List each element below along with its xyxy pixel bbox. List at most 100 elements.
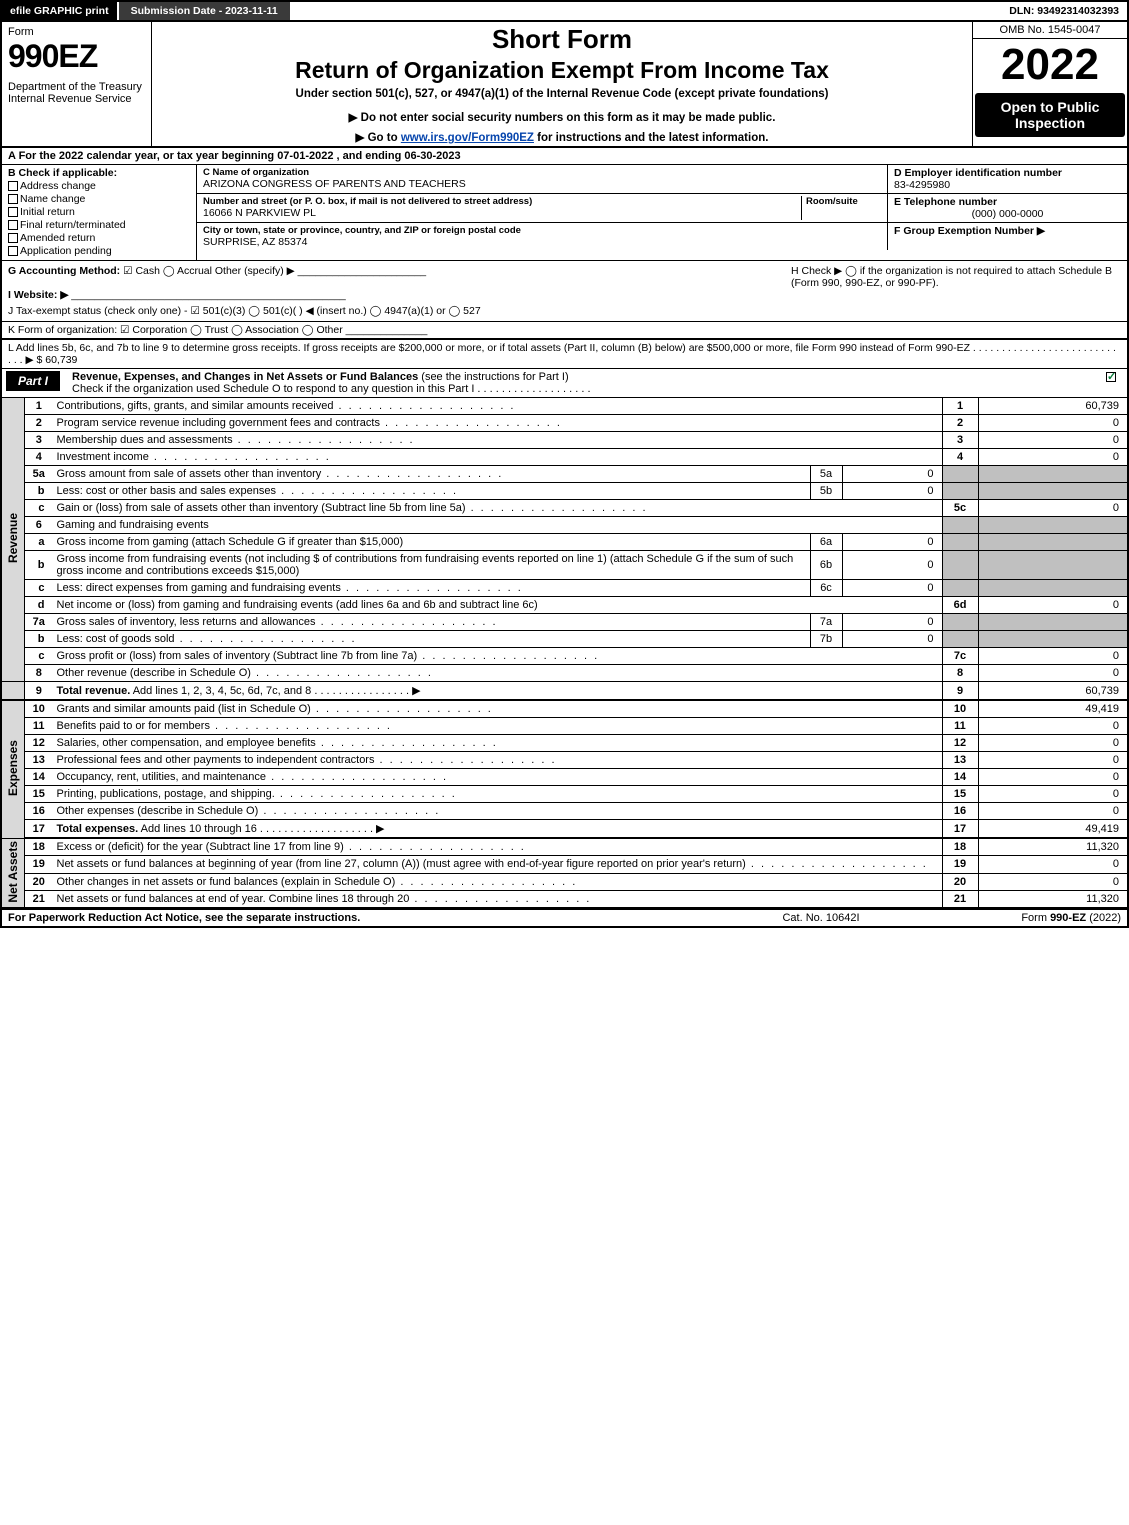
city-value: SURPRISE, AZ 85374 (203, 236, 881, 248)
subline-val: 0 (842, 551, 942, 580)
box-city: City or town, state or province, country… (197, 223, 887, 250)
box-address: Number and street (or P. O. box, if mail… (197, 194, 887, 222)
shade-cell (978, 483, 1128, 500)
line-desc: Gross income from fundraising events (no… (53, 551, 811, 580)
line-desc: Less: cost of goods sold (53, 631, 811, 648)
line-num: 10 (25, 700, 53, 718)
row-l: L Add lines 5b, 6c, and 7b to line 9 to … (0, 340, 1129, 369)
part1-header: Part I Revenue, Expenses, and Changes in… (0, 369, 1129, 398)
line-num: 14 (25, 769, 53, 786)
line-num: 17 (25, 820, 53, 839)
box-g: G Accounting Method: ☑ Cash ◯ Accrual Ot… (8, 265, 791, 317)
line-desc: Excess or (deficit) for the year (Subtra… (53, 838, 943, 856)
line-amt: 0 (978, 769, 1128, 786)
line-ref: 11 (942, 718, 978, 735)
chk-name-change[interactable]: Name change (8, 193, 190, 205)
part1-checkline: Check if the organization used Schedule … (72, 383, 591, 395)
line-desc: Contributions, gifts, grants, and simila… (53, 398, 943, 415)
form-header: Form 990EZ Department of the Treasury In… (0, 22, 1129, 148)
line-desc: Gain or (loss) from sale of assets other… (53, 500, 943, 517)
line-num: 2 (25, 415, 53, 432)
chk-final-return[interactable]: Final return/terminated (8, 219, 190, 231)
section-revenue-label: Revenue (1, 398, 25, 682)
line-ref: 1 (942, 398, 978, 415)
shade-cell (978, 534, 1128, 551)
addr-label: Number and street (or P. O. box, if mail… (203, 196, 801, 207)
line-amt: 0 (978, 449, 1128, 466)
line-num: 11 (25, 718, 53, 735)
line-desc: Investment income (53, 449, 943, 466)
dln-label: DLN: 93492314032393 (1001, 2, 1127, 20)
part1-desc: Revenue, Expenses, and Changes in Net As… (68, 369, 1097, 397)
line-amt: 0 (978, 665, 1128, 682)
subtitle: Under section 501(c), 527, or 4947(a)(1)… (158, 88, 966, 100)
line-num: 1 (25, 398, 53, 415)
line-num: a (25, 534, 53, 551)
line-amt: 0 (978, 752, 1128, 769)
line-ref: 21 (942, 890, 978, 908)
line-ref: 3 (942, 432, 978, 449)
efile-print-label[interactable]: efile GRAPHIC print (2, 2, 117, 20)
line-num: 15 (25, 786, 53, 803)
shade-cell (942, 614, 978, 631)
line-num: 12 (25, 735, 53, 752)
line-num: 7a (25, 614, 53, 631)
line-num: b (25, 631, 53, 648)
open-to-public-badge: Open to Public Inspection (975, 93, 1125, 137)
shade-cell (942, 580, 978, 597)
row-gh: G Accounting Method: ☑ Cash ◯ Accrual Ot… (0, 261, 1129, 322)
line-desc: Other changes in net assets or fund bala… (53, 873, 943, 890)
line-ref: 19 (942, 856, 978, 873)
subline-ref: 7a (810, 614, 842, 631)
chk-amended-return[interactable]: Amended return (8, 232, 190, 244)
chk-address-change[interactable]: Address change (8, 180, 190, 192)
line-desc: Net assets or fund balances at beginning… (53, 856, 943, 873)
shade-cell (978, 517, 1128, 534)
chk-application-pending[interactable]: Application pending (8, 245, 190, 257)
page-footer: For Paperwork Reduction Act Notice, see … (0, 909, 1129, 928)
shade-cell (978, 580, 1128, 597)
line-desc: Less: cost or other basis and sales expe… (53, 483, 811, 500)
ein-value: 83-4295980 (894, 179, 1121, 191)
line-amt: 0 (978, 500, 1128, 517)
e-label: E Telephone number (894, 196, 1121, 208)
subline-ref: 5a (810, 466, 842, 483)
box-d: D Employer identification number 83-4295… (887, 165, 1127, 193)
row-a-tax-year: A For the 2022 calendar year, or tax yea… (0, 148, 1129, 165)
line-ref: 16 (942, 803, 978, 820)
subline-val: 0 (842, 534, 942, 551)
form-word: Form (8, 26, 145, 38)
shade-cell (978, 631, 1128, 648)
form-number: 990EZ (8, 38, 145, 75)
subline-val: 0 (842, 631, 942, 648)
phone-value: (000) 000-0000 (894, 208, 1121, 220)
footer-cat: Cat. No. 10642I (721, 912, 921, 924)
line-ref: 6d (942, 597, 978, 614)
line-desc: Program service revenue including govern… (53, 415, 943, 432)
part1-checkbox[interactable] (1097, 369, 1127, 385)
line-num: 6 (25, 517, 53, 534)
line-amt: 0 (978, 648, 1128, 665)
shade-cell (942, 551, 978, 580)
line-ref: 8 (942, 665, 978, 682)
chk-initial-return[interactable]: Initial return (8, 206, 190, 218)
shade-cell (942, 517, 978, 534)
part1-title-post: (see the instructions for Part I) (418, 371, 568, 383)
line-desc: Net income or (loss) from gaming and fun… (53, 597, 943, 614)
line-amt: 60,739 (978, 398, 1128, 415)
org-name: ARIZONA CONGRESS OF PARENTS AND TEACHERS (203, 178, 881, 190)
line-desc: Total revenue. Add lines 1, 2, 3, 4, 5c,… (53, 682, 943, 701)
line-amt: 60,739 (978, 682, 1128, 701)
line-ref: 13 (942, 752, 978, 769)
tax-year: 2022 (973, 39, 1127, 91)
city-label: City or town, state or province, country… (203, 225, 881, 236)
subline-val: 0 (842, 614, 942, 631)
line-num: c (25, 580, 53, 597)
goto-pre: ▶ Go to (356, 132, 401, 144)
part1-tab: Part I (6, 371, 60, 391)
box-f: F Group Exemption Number ▶ (887, 223, 1127, 250)
irs-link[interactable]: www.irs.gov/Form990EZ (401, 132, 534, 144)
g-options: ☑ Cash ◯ Accrual Other (specify) ▶ (123, 265, 295, 277)
line-num: 19 (25, 856, 53, 873)
line-amt: 11,320 (978, 838, 1128, 856)
